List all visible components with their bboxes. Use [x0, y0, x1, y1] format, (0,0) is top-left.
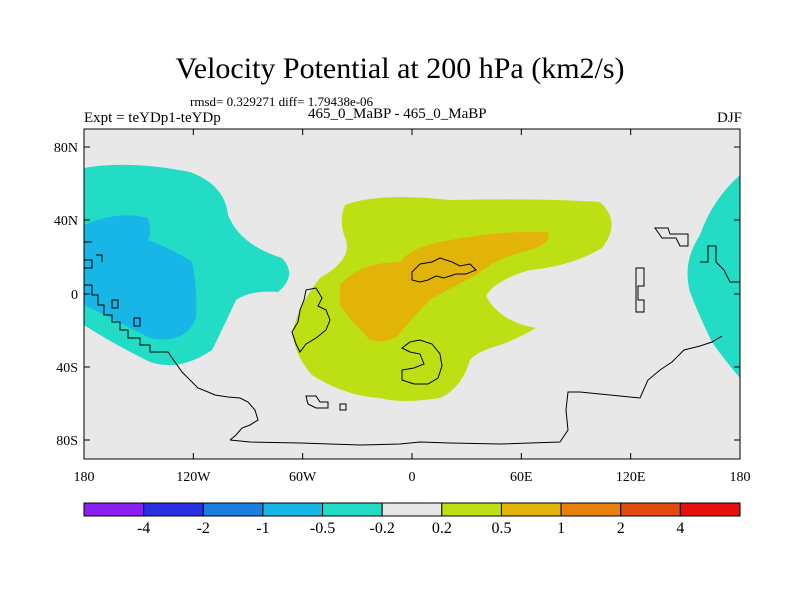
- lon-tick-label: 60W: [289, 470, 317, 485]
- colorbar-swatch: [441, 502, 502, 517]
- colorbar-label: 4: [676, 520, 684, 537]
- coastlines: [84, 227, 740, 446]
- latitude-axis: 80N 40N 0 40S 80S: [54, 141, 740, 449]
- coastline-islands-south: [305, 395, 347, 411]
- lat-tick-label: 80S: [56, 434, 78, 449]
- colorbar-swatch: [143, 502, 204, 517]
- positive-core: [340, 231, 549, 342]
- lon-tick-label: 120W: [176, 470, 211, 485]
- colorbar-swatch: [500, 502, 562, 517]
- case-label: 465_0_MaBP - 465_0_MaBP: [308, 106, 487, 122]
- lon-tick-label: 180: [730, 470, 751, 485]
- colorbar-label: 0.2: [432, 520, 452, 537]
- coastline-east-rim: [700, 245, 740, 283]
- colorbar-label: 2: [617, 520, 625, 537]
- lat-tick-label: 40S: [56, 361, 78, 376]
- colorbar-label: -4: [137, 520, 150, 537]
- colorbar-label: -2: [197, 520, 210, 537]
- colorbar-swatch: [620, 502, 681, 517]
- season-label: DJF: [716, 110, 742, 126]
- lon-tick-label: 0: [409, 470, 416, 485]
- coastline-madagascar-ring: [401, 339, 443, 385]
- lat-tick-label: 80N: [54, 141, 78, 156]
- coastline-pacific-islands: [635, 227, 689, 313]
- colorbar-label: -0.2: [370, 520, 395, 537]
- colorbar-label: 0.5: [491, 520, 511, 537]
- colorbar-swatch: [679, 502, 741, 517]
- colorbar-swatch: [322, 502, 383, 517]
- colorbar-swatch: [262, 502, 324, 517]
- coastline-west-rim: [84, 241, 103, 269]
- velocity-potential-field: [84, 129, 740, 459]
- colorbar-label: -0.5: [310, 520, 335, 537]
- coastline-antarctica: [229, 335, 723, 446]
- coastline-africa: [411, 257, 477, 283]
- colorbar-swatch: [83, 502, 145, 517]
- lon-tick-label: 180: [74, 470, 95, 485]
- stats-line: rmsd= 0.329271 diff= 1.79438e-06: [190, 94, 374, 109]
- coastline-inner-west: [111, 299, 141, 327]
- colorbar-swatch: [202, 502, 264, 517]
- colorbar: -4 -2 -1 -0.5 -0.2 0.2 0.5 1 2 4: [83, 502, 741, 537]
- colorbar-swatch: [381, 502, 443, 517]
- lat-tick-label: 0: [71, 288, 78, 303]
- colorbar-swatch: [560, 502, 622, 517]
- coastline-americas: [84, 284, 259, 441]
- lon-tick-label: 60E: [510, 470, 533, 485]
- longitude-axis: 180 120W 60W 0 60E 120E 180: [74, 129, 751, 485]
- colorbar-label: -1: [256, 520, 269, 537]
- lon-tick-label: 120E: [616, 470, 646, 485]
- coastline-south-america-east: [291, 287, 331, 353]
- lat-tick-label: 40N: [54, 214, 78, 229]
- experiment-label: Expt = teYDp1-teYDp: [84, 110, 221, 126]
- negative-contour-east: [687, 175, 740, 378]
- plot-title: Velocity Potential at 200 hPa (km2/s): [175, 52, 625, 85]
- colorbar-label: 1: [557, 520, 565, 537]
